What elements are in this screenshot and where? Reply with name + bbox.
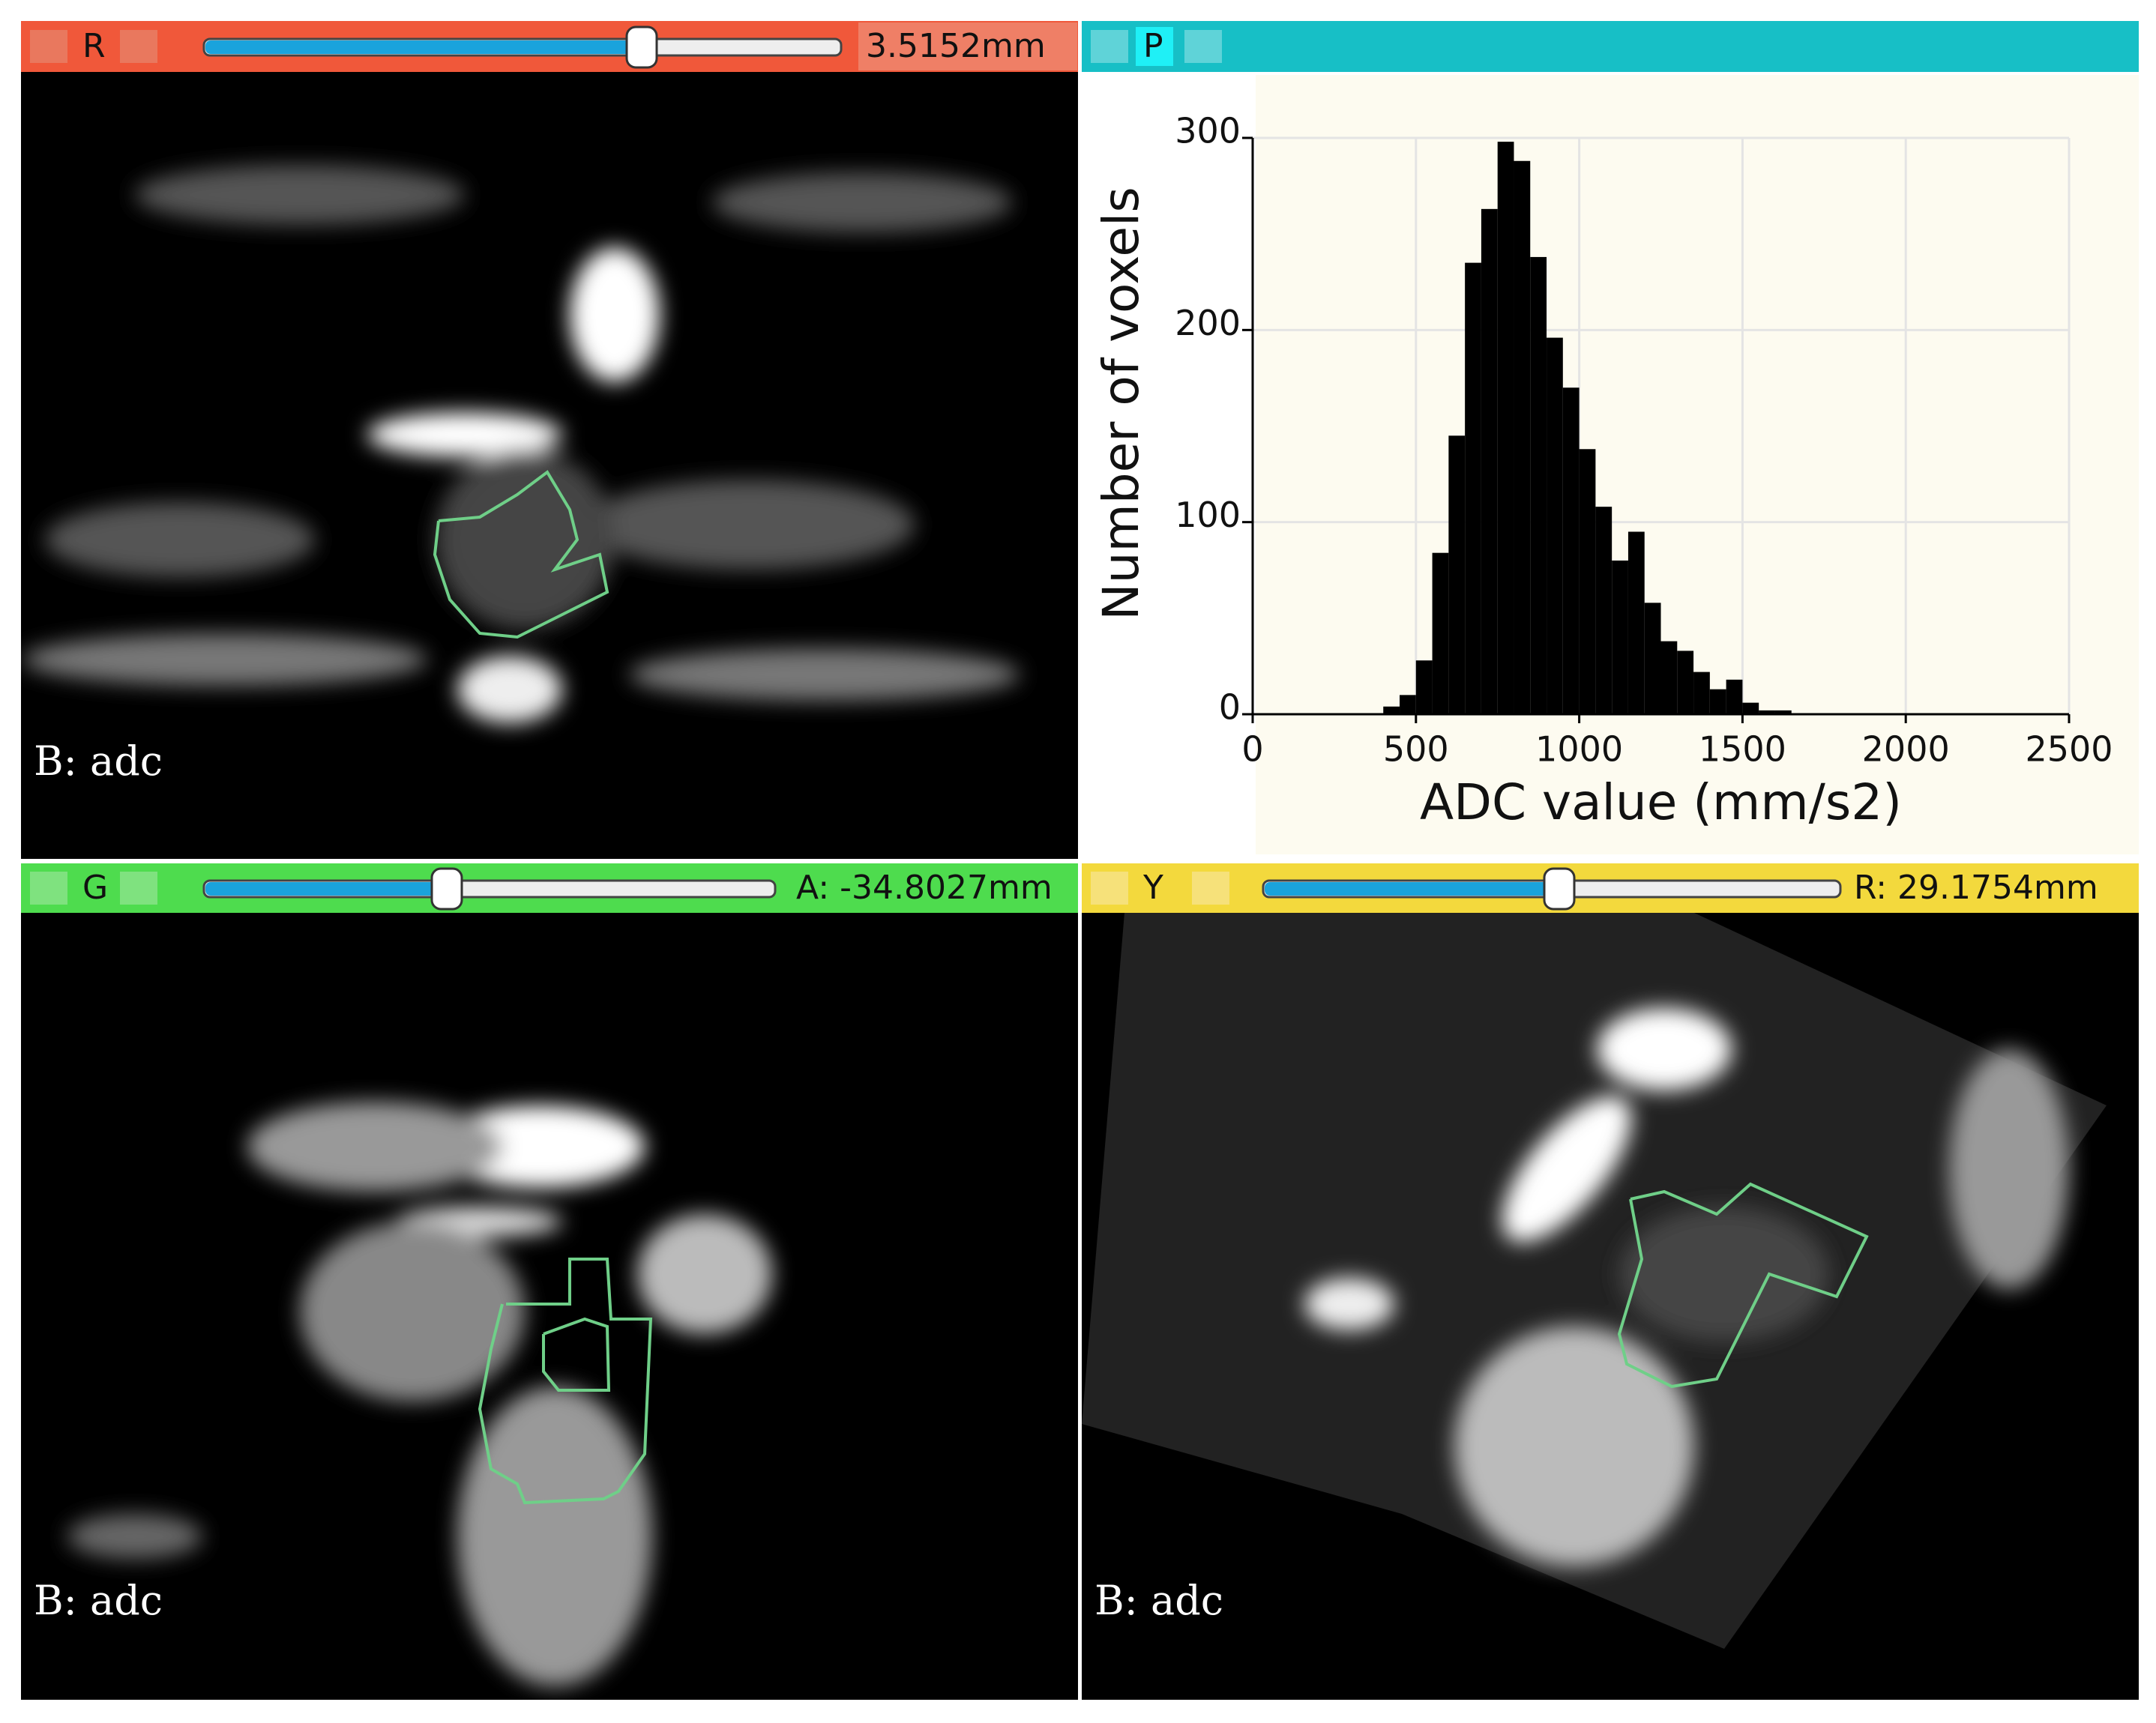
x-tick-label: 1000 bbox=[1535, 729, 1623, 770]
view-menu-button[interactable] bbox=[120, 872, 157, 905]
bar bbox=[1627, 531, 1645, 714]
view-bar bbox=[1082, 21, 2139, 72]
pin-button[interactable] bbox=[30, 872, 67, 905]
green-view: G A: -34.8027mm B: adc bbox=[21, 863, 1078, 1700]
y-axis-label: Number of voxels bbox=[1092, 187, 1150, 620]
bar bbox=[1383, 706, 1400, 714]
bar bbox=[1465, 262, 1481, 714]
slice-offset: A: -34.8027mm bbox=[796, 869, 1053, 907]
x-tick-label: 1500 bbox=[1699, 729, 1786, 770]
bar bbox=[1693, 672, 1710, 714]
plot-view: P 0 100 200 300 0 500 1000 1500 2000 2500 ADC valu… bbox=[1082, 21, 2139, 859]
x-axis-label: ADC value (mm/s2) bbox=[1420, 773, 1902, 831]
x-tick-label: 2000 bbox=[1862, 729, 1950, 770]
bar bbox=[1644, 603, 1661, 714]
plot-background bbox=[1256, 75, 2139, 854]
bar bbox=[1448, 435, 1466, 714]
bar bbox=[1595, 507, 1613, 714]
bar bbox=[1709, 689, 1726, 714]
bar bbox=[1415, 660, 1433, 714]
bar bbox=[1547, 337, 1563, 714]
yellow-view: Y R: 29.1754mm B: adc bbox=[1082, 863, 2139, 1700]
bar bbox=[1562, 387, 1580, 714]
bar bbox=[1726, 679, 1743, 714]
view-letter: Y bbox=[1142, 869, 1163, 907]
bar bbox=[1530, 256, 1547, 715]
bar bbox=[1677, 651, 1694, 714]
bar bbox=[1497, 142, 1514, 715]
pin-button[interactable] bbox=[30, 30, 67, 63]
offset-box bbox=[858, 22, 1077, 70]
bar bbox=[1759, 710, 1775, 714]
slider-fill bbox=[205, 882, 447, 896]
view-menu-button[interactable] bbox=[120, 30, 157, 63]
bar bbox=[1660, 641, 1678, 714]
bar bbox=[1400, 695, 1416, 714]
bar bbox=[1579, 449, 1596, 714]
y-tick-label: 0 bbox=[1219, 687, 1241, 728]
histogram: 0 100 200 300 0 500 1000 1500 2000 2500 ADC value … bbox=[1092, 111, 2113, 832]
slider-fill bbox=[205, 40, 642, 54]
x-tick-label: 500 bbox=[1383, 729, 1449, 770]
background-label: B: adc bbox=[34, 1577, 163, 1624]
y-tick-label: 100 bbox=[1175, 495, 1241, 535]
bar bbox=[1432, 552, 1449, 714]
background-label: B: adc bbox=[1094, 1577, 1223, 1624]
slider-fill bbox=[1265, 882, 1559, 896]
x-tick-label: 0 bbox=[1241, 729, 1263, 770]
slider-handle[interactable] bbox=[1543, 867, 1576, 911]
slice-image bbox=[21, 913, 1078, 1700]
pin-button[interactable] bbox=[1091, 30, 1128, 63]
view-letter: P bbox=[1143, 27, 1163, 65]
slider-handle[interactable] bbox=[625, 25, 658, 69]
view-letter: G bbox=[82, 869, 108, 907]
bar bbox=[1612, 560, 1628, 714]
view-letter: R bbox=[82, 27, 106, 65]
slice-image bbox=[1082, 913, 2139, 1700]
slice-image bbox=[21, 72, 1078, 859]
view-menu-button[interactable] bbox=[1192, 872, 1229, 905]
red-view: R 3.5152mm B: adc bbox=[21, 21, 1078, 859]
letter-box bbox=[1136, 27, 1173, 66]
view-menu-button[interactable] bbox=[1184, 30, 1222, 63]
slider-handle[interactable] bbox=[430, 867, 463, 911]
y-tick-label: 200 bbox=[1175, 303, 1241, 343]
bar bbox=[1774, 710, 1792, 714]
x-tick-label: 2500 bbox=[2025, 729, 2113, 770]
pin-button[interactable] bbox=[1091, 872, 1128, 905]
bar bbox=[1514, 160, 1531, 714]
slice-offset: R: 29.1754mm bbox=[1854, 869, 2098, 907]
slice-offset: 3.5152mm bbox=[866, 27, 1046, 65]
bar bbox=[1481, 208, 1498, 714]
bar bbox=[1742, 702, 1759, 714]
y-tick-label: 300 bbox=[1175, 111, 1241, 151]
background-label: B: adc bbox=[34, 737, 163, 785]
